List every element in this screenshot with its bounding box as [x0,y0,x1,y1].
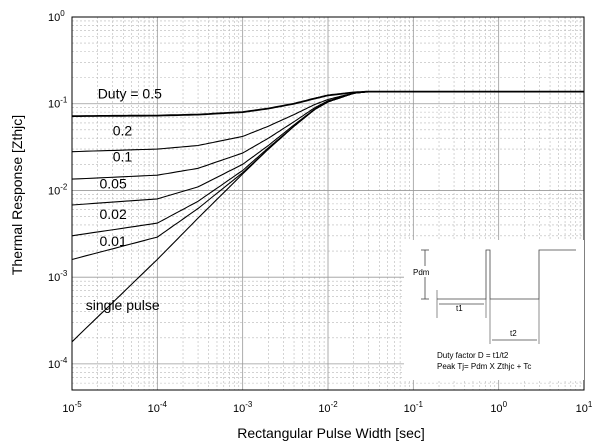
curve-label: 0.1 [113,149,133,165]
curve-label: 0.05 [99,176,126,192]
inset-formula-peak: Peak Tj= Pdm X Zthjc + Tc [437,362,531,371]
t1-label: t1 [456,304,463,313]
x-axis-title: Rectangular Pulse Width [sec] [237,425,425,441]
curve-label: Duty = 0.5 [98,85,162,101]
pulse-inset: Pdm t1 t2 Duty factor D = t1/t2 Peak Tj=… [404,240,584,380]
curve-label: 0.01 [99,233,126,249]
y-axis-title: Thermal Response [Zthjc] [9,115,25,275]
t2-label: t2 [510,329,517,338]
pdm-label: Pdm [413,268,430,277]
inset-formula-duty: Duty factor D = t1/t2 [437,351,509,360]
curve-label: single pulse [86,297,160,313]
curve-label: 0.2 [113,123,133,139]
curve-label: 0.02 [99,206,126,222]
